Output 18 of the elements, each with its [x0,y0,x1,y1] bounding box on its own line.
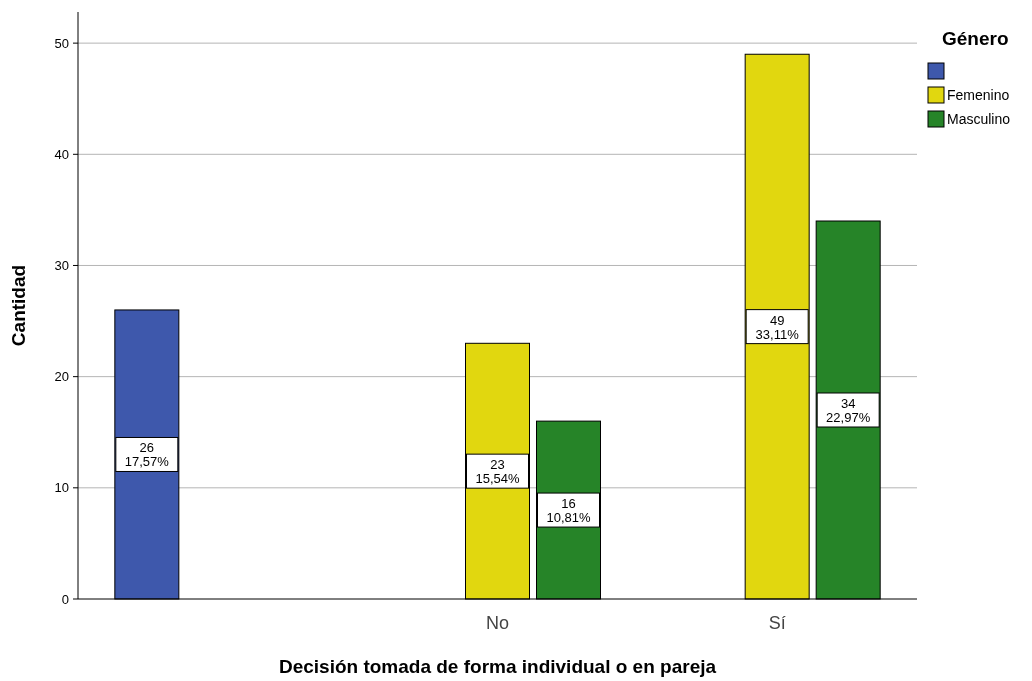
data-label: 16 10,81% [546,496,591,526]
y-axis-title: Cantidad [8,264,29,347]
y-tick-label: 40 [54,146,69,162]
legend-label: Femenino [947,86,1010,103]
data-label: 26 17,57% [124,440,170,470]
y-tick-label: 10 [54,480,69,496]
x-tick-label: No [485,613,510,633]
x-axis-title: Decisión tomada de forma individual o en pareja [278,656,717,677]
y-tick-label: 30 [54,258,69,274]
data-label: 49 33,11% [755,312,800,342]
legend-title: Género [942,28,1009,49]
data-label: 34 22,97% [826,396,871,425]
x-tick-label: Sí [768,613,786,633]
y-tick-label: 20 [54,369,69,385]
y-tick-label: 0 [61,591,69,607]
legend-label: Masculino [947,110,1011,127]
data-label: 23 15,54% [475,457,520,487]
y-tick-label: 50 [54,35,69,51]
